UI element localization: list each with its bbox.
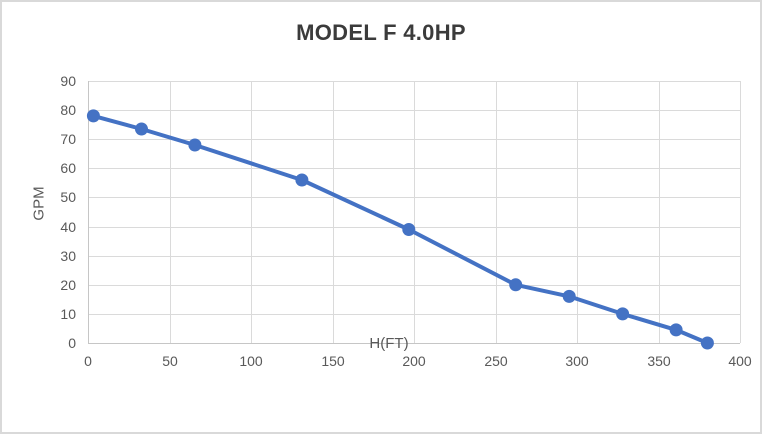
data-point-marker bbox=[86, 109, 100, 123]
y-axis-tick-label: 60 bbox=[60, 160, 76, 176]
y-axis-tick-label: 70 bbox=[60, 131, 76, 147]
x-axis-tick-label: 0 bbox=[84, 353, 92, 369]
x-axis-tick-label: 50 bbox=[162, 353, 178, 369]
y-axis-tick-label: 40 bbox=[60, 219, 76, 235]
chart-title: MODEL F 4.0HP bbox=[296, 20, 466, 45]
x-axis-tick-label: 200 bbox=[402, 353, 426, 369]
y-axis-tick-label: 0 bbox=[68, 335, 76, 351]
data-point-marker bbox=[402, 223, 416, 236]
data-point-marker bbox=[616, 307, 630, 321]
y-axis-tick-label: 30 bbox=[60, 248, 76, 264]
data-point-marker bbox=[509, 278, 523, 292]
x-axis-tick-label: 400 bbox=[728, 353, 752, 369]
data-point-marker bbox=[700, 336, 714, 350]
y-axis-tick-label: 20 bbox=[60, 277, 76, 293]
data-point-marker bbox=[562, 289, 576, 303]
x-axis-tick-label: 100 bbox=[239, 353, 263, 369]
y-axis-tick-label: 80 bbox=[60, 102, 76, 118]
x-axis-title: H(FT) bbox=[369, 335, 409, 352]
y-axis-tick-label: 10 bbox=[60, 306, 76, 322]
data-point-marker bbox=[188, 138, 202, 152]
x-axis-tick-label: 150 bbox=[321, 353, 345, 369]
series-line bbox=[91, 113, 710, 345]
data-point-marker bbox=[669, 323, 683, 337]
y-axis-tick-label: 50 bbox=[60, 189, 76, 205]
x-axis-tick-label: 350 bbox=[647, 353, 671, 369]
data-point-marker bbox=[135, 122, 148, 136]
x-axis-tick-label: 300 bbox=[565, 353, 589, 369]
x-axis-tick-label: 250 bbox=[484, 353, 508, 369]
y-axis-tick-label: 90 bbox=[60, 73, 76, 89]
data-point-marker bbox=[295, 173, 309, 187]
